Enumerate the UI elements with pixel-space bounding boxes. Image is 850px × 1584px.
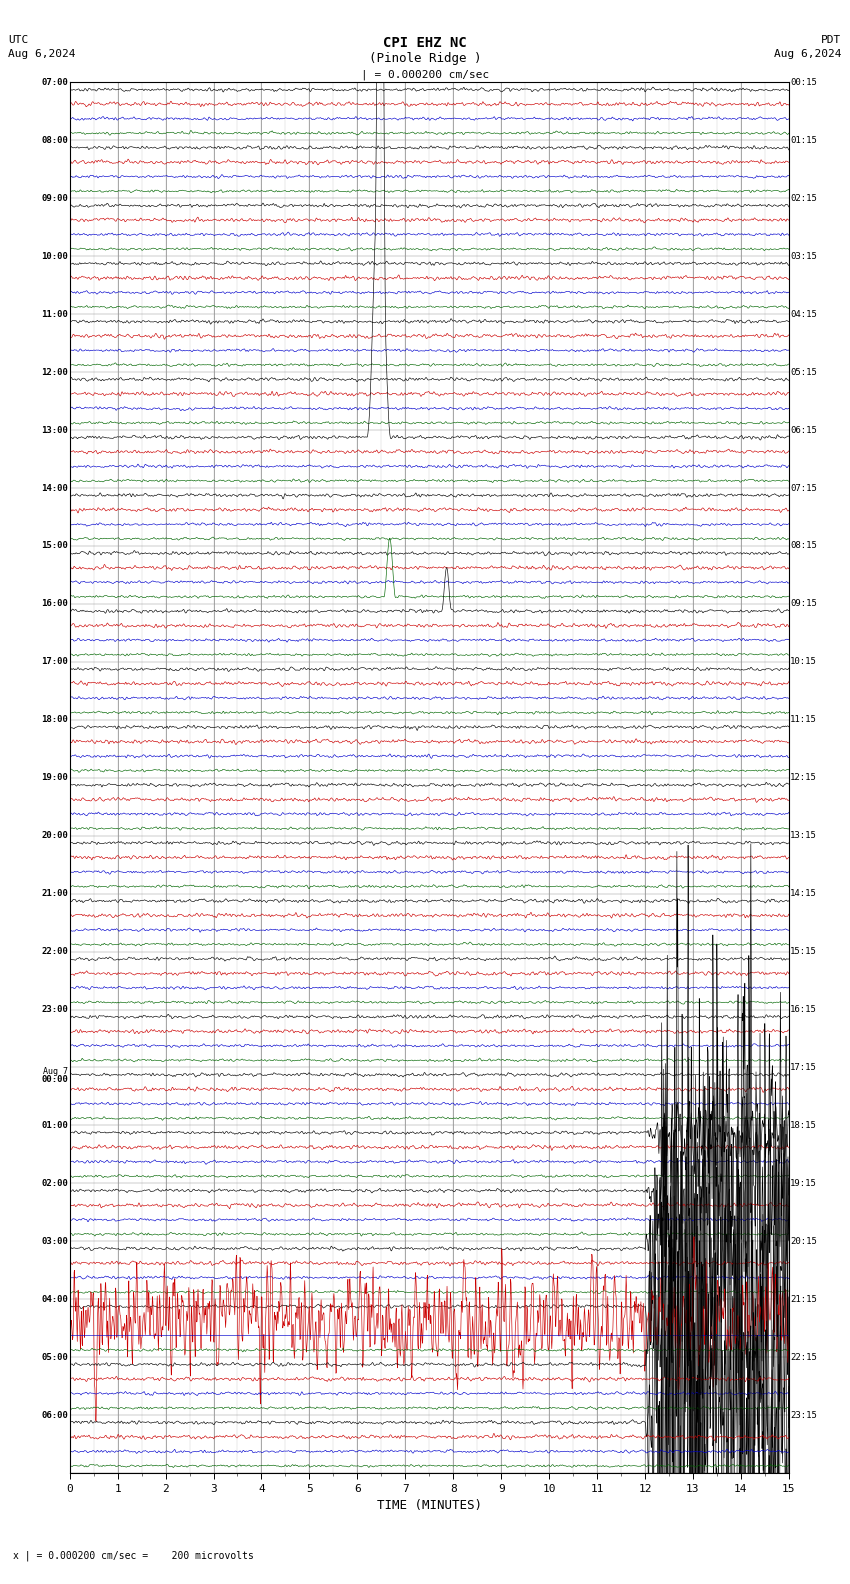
Text: 13:15: 13:15	[790, 832, 817, 840]
Text: 05:15: 05:15	[790, 367, 817, 377]
Text: 19:00: 19:00	[42, 773, 68, 782]
Text: 20:15: 20:15	[790, 1237, 817, 1247]
Text: 09:15: 09:15	[790, 599, 817, 608]
Text: 21:00: 21:00	[42, 889, 68, 898]
Text: 12:15: 12:15	[790, 773, 817, 782]
Text: 15:15: 15:15	[790, 947, 817, 957]
Text: 11:15: 11:15	[790, 716, 817, 724]
Text: 00:15: 00:15	[790, 78, 817, 87]
Text: 23:15: 23:15	[790, 1411, 817, 1419]
Text: PDT: PDT	[821, 35, 842, 44]
Text: 08:15: 08:15	[790, 542, 817, 551]
Text: 21:15: 21:15	[790, 1294, 817, 1304]
Text: Aug 7: Aug 7	[43, 1068, 68, 1077]
Text: 03:00: 03:00	[42, 1237, 68, 1247]
Text: 01:15: 01:15	[790, 136, 817, 144]
Text: 20:00: 20:00	[42, 832, 68, 840]
Text: 06:15: 06:15	[790, 426, 817, 434]
Text: 00:00: 00:00	[42, 1074, 68, 1083]
Text: 18:00: 18:00	[42, 716, 68, 724]
X-axis label: TIME (MINUTES): TIME (MINUTES)	[377, 1498, 482, 1513]
Text: 02:00: 02:00	[42, 1178, 68, 1188]
Text: 14:15: 14:15	[790, 889, 817, 898]
Text: 16:00: 16:00	[42, 599, 68, 608]
Text: Aug 6,2024: Aug 6,2024	[774, 49, 842, 59]
Text: Aug 6,2024: Aug 6,2024	[8, 49, 76, 59]
Text: 04:00: 04:00	[42, 1294, 68, 1304]
Text: 23:00: 23:00	[42, 1004, 68, 1014]
Text: 02:15: 02:15	[790, 193, 817, 203]
Text: (Pinole Ridge ): (Pinole Ridge )	[369, 52, 481, 65]
Text: 11:00: 11:00	[42, 309, 68, 318]
Text: 07:00: 07:00	[42, 78, 68, 87]
Text: 18:15: 18:15	[790, 1121, 817, 1129]
Text: CPI EHZ NC: CPI EHZ NC	[383, 36, 467, 51]
Text: 01:00: 01:00	[42, 1121, 68, 1129]
Text: 05:00: 05:00	[42, 1353, 68, 1362]
Text: 06:00: 06:00	[42, 1411, 68, 1419]
Text: 17:00: 17:00	[42, 657, 68, 667]
Text: UTC: UTC	[8, 35, 29, 44]
Text: 13:00: 13:00	[42, 426, 68, 434]
Text: 17:15: 17:15	[790, 1063, 817, 1072]
Text: x | = 0.000200 cm/sec =    200 microvolts: x | = 0.000200 cm/sec = 200 microvolts	[13, 1551, 253, 1562]
Text: 04:15: 04:15	[790, 309, 817, 318]
Text: 19:15: 19:15	[790, 1178, 817, 1188]
Text: 12:00: 12:00	[42, 367, 68, 377]
Text: 07:15: 07:15	[790, 483, 817, 493]
Text: 10:15: 10:15	[790, 657, 817, 667]
Text: 14:00: 14:00	[42, 483, 68, 493]
Text: 08:00: 08:00	[42, 136, 68, 144]
Text: 09:00: 09:00	[42, 193, 68, 203]
Text: 10:00: 10:00	[42, 252, 68, 261]
Text: 03:15: 03:15	[790, 252, 817, 261]
Text: | = 0.000200 cm/sec: | = 0.000200 cm/sec	[361, 70, 489, 81]
Text: 15:00: 15:00	[42, 542, 68, 551]
Text: 22:00: 22:00	[42, 947, 68, 957]
Text: 22:15: 22:15	[790, 1353, 817, 1362]
Text: 16:15: 16:15	[790, 1004, 817, 1014]
